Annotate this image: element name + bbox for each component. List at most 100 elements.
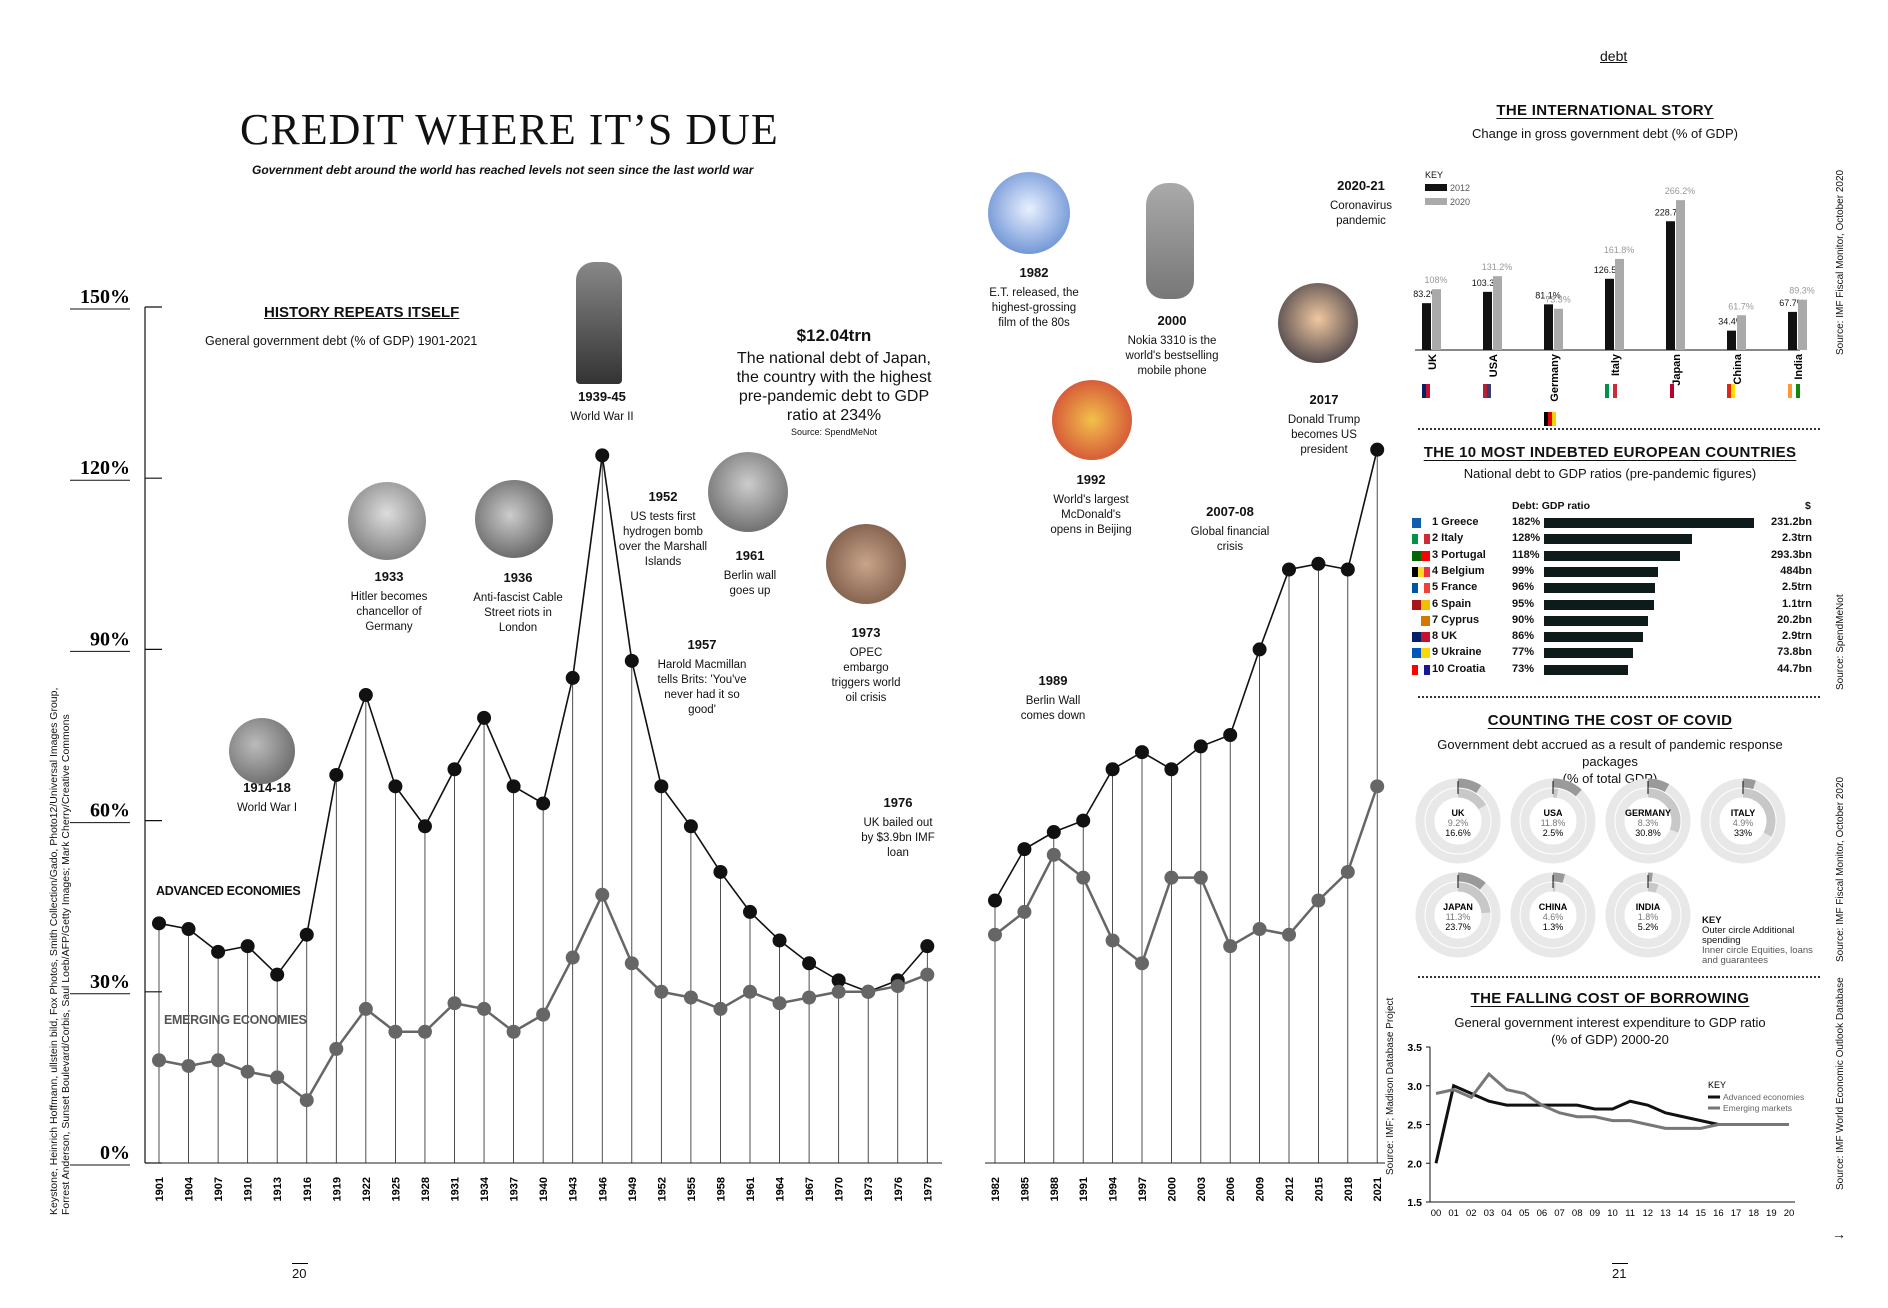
y-tick-label: 30% bbox=[90, 971, 130, 993]
europe-row: 5 France 96% 2.5trn bbox=[1412, 581, 1812, 595]
x-tick-label: 1904 bbox=[184, 1176, 196, 1201]
country-label: ITALY bbox=[1731, 808, 1756, 818]
debt-ratio: 95% bbox=[1512, 597, 1535, 610]
flag-icon bbox=[1412, 583, 1430, 594]
country-label: GERMANY bbox=[1625, 808, 1671, 818]
country-label: JAPAN bbox=[1443, 902, 1473, 912]
history-title: HISTORY REPEATS ITSELF bbox=[264, 304, 460, 321]
flag-icon bbox=[1412, 632, 1430, 643]
intl-bar-label: 228.7% bbox=[1655, 207, 1686, 217]
europe-row: 6 Spain 95% 1.1trn bbox=[1412, 598, 1812, 612]
x-tick-label: 2012 bbox=[1284, 1177, 1296, 1201]
intl-bar-2012 bbox=[1544, 304, 1553, 350]
data-point-advanced bbox=[270, 967, 285, 982]
x-tick-label: 1931 bbox=[450, 1177, 462, 1201]
intl-bar-chart: 2012 2020 83.2% 108% UK 103.3% 131.2% USA 81.1%7… bbox=[1413, 183, 1815, 426]
data-point-advanced bbox=[1370, 442, 1385, 457]
data-point-emerging bbox=[270, 1070, 285, 1085]
data-point-emerging bbox=[1135, 956, 1149, 971]
y-tick-label: 120% bbox=[80, 457, 130, 479]
intl-bar-2012 bbox=[1788, 311, 1797, 350]
flag-icon bbox=[1412, 599, 1430, 610]
data-point-advanced bbox=[240, 939, 255, 954]
data-point-advanced bbox=[595, 448, 610, 463]
data-point-advanced bbox=[1340, 562, 1355, 577]
borrow-x-label: 15 bbox=[1695, 1208, 1706, 1219]
x-tick-label: 1940 bbox=[538, 1177, 550, 1201]
data-point-advanced bbox=[743, 904, 757, 919]
x-tick-label: 1955 bbox=[686, 1177, 698, 1201]
borrow-y-label: 2.0 bbox=[1407, 1158, 1422, 1170]
europe-row: 9 Ukraine 77% 73.8bn bbox=[1412, 646, 1812, 660]
intl-category-label: UK bbox=[1427, 354, 1439, 370]
outer-value: 1.8% bbox=[1638, 912, 1659, 922]
data-point-advanced bbox=[802, 956, 817, 971]
x-tick-label: 2003 bbox=[1196, 1177, 1208, 1201]
data-point-emerging bbox=[595, 887, 610, 902]
borrow-y-label: 3.0 bbox=[1407, 1081, 1422, 1093]
debt-ratio: 182% bbox=[1512, 516, 1541, 528]
data-point-advanced bbox=[654, 779, 669, 794]
intl-bar-2012 bbox=[1727, 330, 1736, 350]
data-point-emerging bbox=[181, 1058, 196, 1073]
flag-icon bbox=[1422, 384, 1426, 398]
outer-value: 8.3% bbox=[1638, 818, 1659, 828]
debt-bar bbox=[1544, 534, 1692, 545]
outer-value: 11.8% bbox=[1541, 818, 1566, 828]
covid-title: COUNTING THE COST OF COVID bbox=[1487, 712, 1733, 729]
inner-value: 23.7% bbox=[1445, 922, 1471, 932]
x-tick-label: 1943 bbox=[568, 1177, 580, 1201]
intl-bar-2020 bbox=[1676, 200, 1685, 350]
x-tick-label: 1922 bbox=[361, 1177, 373, 1201]
divider-2 bbox=[1418, 696, 1820, 698]
flag-icon bbox=[1731, 384, 1735, 398]
data-point-emerging bbox=[565, 950, 580, 965]
inner-value: 16.6% bbox=[1445, 828, 1471, 838]
data-point-advanced bbox=[181, 922, 196, 937]
data-point-emerging bbox=[211, 1053, 226, 1068]
hitler-photo bbox=[348, 482, 426, 560]
covid-subtitle: Government debt accrued as a result of p… bbox=[1437, 737, 1783, 786]
debt-bar bbox=[1544, 664, 1629, 675]
country-name: 7 Cyprus bbox=[1432, 613, 1480, 626]
data-point-emerging bbox=[358, 1001, 373, 1016]
data-point-advanced bbox=[1223, 728, 1238, 742]
x-tick-label: 1988 bbox=[1049, 1177, 1061, 1201]
intl-bar-2020 bbox=[1432, 289, 1441, 350]
intl-key-title: KEY bbox=[1425, 170, 1444, 180]
outer-value: 4.6% bbox=[1543, 912, 1564, 922]
borrow-title: THE FALLING COST OF BORROWING bbox=[1470, 990, 1750, 1007]
data-point-emerging bbox=[890, 979, 905, 994]
data-point-emerging bbox=[447, 996, 462, 1011]
flag-icon bbox=[1412, 550, 1430, 561]
debt-ratio: 90% bbox=[1512, 613, 1535, 626]
borrow-x-label: 04 bbox=[1501, 1208, 1512, 1219]
data-point-advanced bbox=[388, 779, 403, 794]
event-1976: 1976 UK bailed out by $3.9bn IMF loan bbox=[861, 795, 935, 859]
event-2000: 2000 Nokia 3310 is the world's bestsellin… bbox=[1125, 313, 1219, 377]
flag-icon bbox=[1605, 384, 1609, 398]
outer-value: 4.9% bbox=[1733, 818, 1754, 828]
covid-source: Source: IMF Fiscal Monitor, October 2020 bbox=[1835, 776, 1846, 962]
next-arrow-icon[interactable]: → bbox=[1832, 1226, 1846, 1242]
country-label: UK bbox=[1452, 808, 1465, 818]
borrow-x-label: 09 bbox=[1590, 1208, 1601, 1219]
advanced-label: ADVANCED ECONOMIES bbox=[156, 884, 301, 898]
page-subtitle: Government debt around the world has rea… bbox=[252, 163, 754, 177]
borrow-series-emerging bbox=[1435, 1071, 1789, 1130]
data-point-emerging bbox=[477, 1001, 492, 1016]
data-point-advanced bbox=[683, 819, 698, 834]
debt-bar bbox=[1544, 518, 1754, 528]
inner-value: 1.3% bbox=[1543, 922, 1564, 932]
x-tick-label: 1958 bbox=[715, 1177, 727, 1201]
page-title: CREDIT WHERE IT’S DUE bbox=[240, 105, 779, 154]
data-point-advanced bbox=[1076, 813, 1091, 828]
debt-amount: 231.2bn bbox=[1771, 516, 1812, 528]
mcdonalds-photo bbox=[1052, 380, 1132, 460]
x-tick-label: 2015 bbox=[1313, 1177, 1325, 1201]
divider-1 bbox=[1418, 428, 1820, 430]
data-point-emerging bbox=[624, 956, 639, 971]
debt-amount: 1.1trn bbox=[1782, 597, 1812, 610]
data-point-advanced bbox=[831, 973, 846, 988]
